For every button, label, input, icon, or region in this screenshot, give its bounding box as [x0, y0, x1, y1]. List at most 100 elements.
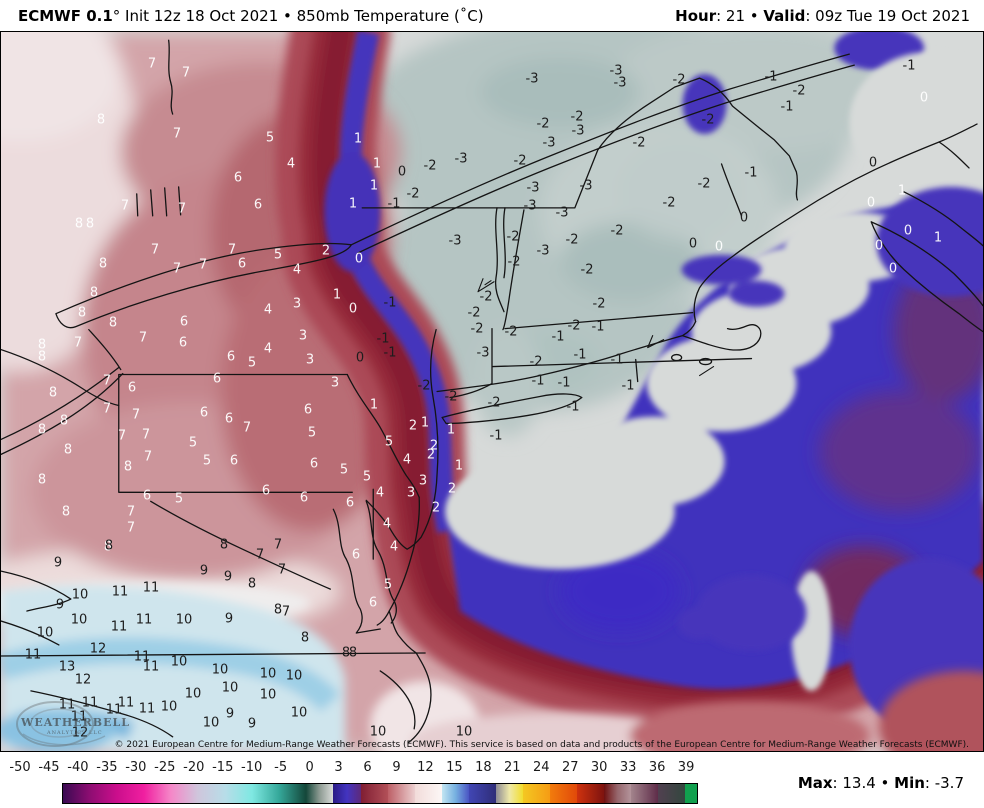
temp-label: 7 [147, 56, 157, 72]
temp-label: 4 [292, 262, 302, 278]
field-purple-band [324, 32, 459, 534]
temp-label: 9 [55, 597, 65, 613]
delaware-river [346, 373, 420, 498]
temp-label: -2 [513, 153, 527, 169]
temp-label: 8 [96, 112, 106, 128]
scale-color-segment [630, 784, 659, 803]
temp-label: 4 [389, 539, 399, 555]
temp-label: 1 [446, 422, 456, 438]
temp-label: 5 [307, 425, 317, 441]
new-england-borders [449, 207, 753, 399]
temp-label: 7 [198, 257, 208, 273]
scale-tick-label: 27 [561, 760, 579, 775]
scale-color-segment [333, 784, 361, 803]
temp-label: 11 [81, 695, 99, 711]
temp-label: -2 [406, 186, 420, 202]
temp-label: -2 [610, 223, 624, 239]
scale-tick-label: 39 [677, 760, 695, 775]
scale-color-segment [685, 784, 698, 803]
temp-label: -1 [383, 345, 397, 361]
scale-tick-label: 9 [392, 760, 401, 775]
temp-label: 1 [332, 287, 342, 303]
temp-label: 0 [397, 164, 407, 180]
temp-label: 1 [353, 131, 363, 147]
max-value: : 13.4 • [832, 774, 895, 792]
temp-label: 0 [888, 261, 898, 277]
coastlines-and-borders [1, 39, 983, 744]
virginia-carolina-coast [379, 610, 432, 744]
scale-tick-label: -20 [183, 760, 205, 775]
cape-cod [681, 324, 762, 351]
temp-label: -2 [479, 289, 493, 305]
temp-label: 9 [247, 716, 257, 732]
temp-label: -2 [470, 321, 484, 337]
nova-scotia-fundy [870, 141, 983, 333]
temp-label: 10 [175, 612, 193, 628]
temp-label: 10 [184, 686, 202, 702]
temp-label: 8 [77, 305, 87, 321]
scale-tick-label: -30 [125, 760, 147, 775]
scale-color-segment [90, 784, 118, 803]
finger-lakes [136, 186, 182, 217]
temp-label: 6 [127, 380, 137, 396]
temp-label: -3 [542, 135, 556, 151]
appalachian-borders [1, 570, 174, 738]
temp-label: 7 [172, 261, 182, 277]
min-label: Min [894, 774, 925, 792]
temp-label: -2 [467, 305, 481, 321]
ottawa-river [168, 39, 174, 115]
temp-label: 5 [362, 469, 372, 485]
temp-label: 7 [150, 242, 160, 258]
temp-label: 6 [199, 405, 209, 421]
valid-value: : 09z Tue 19 Oct 2021 [805, 7, 970, 25]
temp-label: 6 [233, 170, 243, 186]
temp-label: 8 [273, 602, 283, 618]
temp-label: 10 [259, 666, 277, 682]
temp-label: 12 [89, 641, 107, 657]
temp-label: 7 [172, 126, 182, 142]
temp-label: 6 [368, 595, 378, 611]
temp-label: -2 [506, 229, 520, 245]
long-island [441, 393, 583, 425]
temp-label: 0 [866, 195, 876, 211]
scale-color-segment [414, 784, 442, 803]
model-name: ECMWF 0.1 [18, 7, 113, 25]
temp-label: 8 [37, 472, 47, 488]
temp-label: -2 [565, 232, 579, 248]
temp-label: 4 [375, 485, 385, 501]
temp-label: 10 [71, 587, 89, 603]
temp-label: -3 [579, 178, 593, 194]
scale-color-segment [441, 784, 469, 803]
scale-color-segment [576, 784, 604, 803]
temp-label: -3 [571, 123, 585, 139]
temp-label: 5 [265, 130, 275, 146]
scale-tick-label: 12 [417, 760, 434, 775]
temp-label: -1 [621, 378, 635, 394]
temp-label: 6 [178, 335, 188, 351]
temp-label: 10 [455, 724, 473, 740]
temp-label: -2 [536, 116, 550, 132]
temp-label: 11 [70, 709, 88, 725]
scale-tick-label: 6 [363, 760, 372, 775]
temp-label: 0 [919, 90, 929, 106]
temp-label: 6 [345, 495, 355, 511]
temp-label: -1 [566, 399, 580, 415]
temp-label: 3 [418, 473, 428, 489]
temp-label: 13 [58, 659, 76, 675]
temp-label: 10 [290, 705, 308, 721]
model-run-title: ECMWF 0.1° Init 12z 18 Oct 2021 • 850mb … [18, 7, 484, 25]
temp-label: 10 [221, 680, 239, 696]
temp-label: -2 [662, 195, 676, 211]
temp-label: 10 [369, 724, 387, 740]
temp-label: 7 [277, 562, 287, 578]
temp-label: -2 [507, 254, 521, 270]
temp-label: 7 [255, 547, 265, 563]
temp-label: 3 [406, 485, 416, 501]
temp-label: 8 [108, 315, 118, 331]
scale-color-segment [495, 784, 523, 803]
temp-label: 3 [298, 328, 308, 344]
temp-label: 7 [242, 420, 252, 436]
temp-label: 10 [285, 668, 303, 684]
scale-color-segment [360, 784, 388, 803]
